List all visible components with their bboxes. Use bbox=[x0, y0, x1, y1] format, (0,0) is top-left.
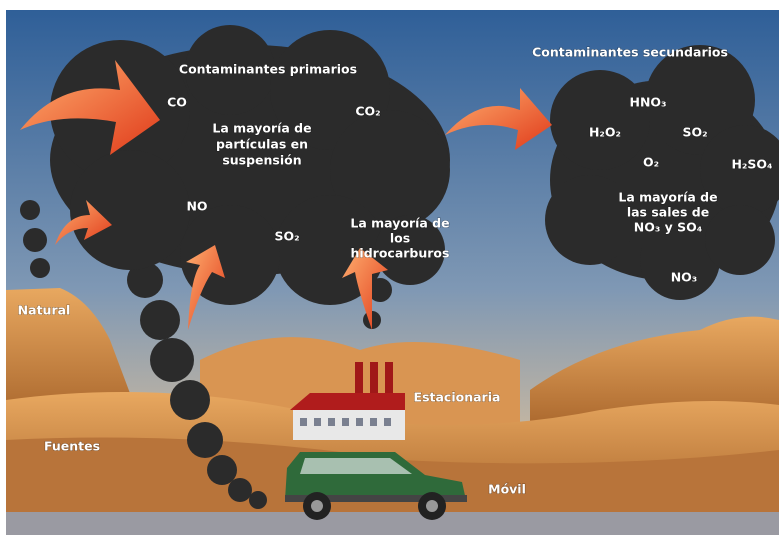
pollutant: H₂O₂ bbox=[589, 125, 621, 140]
note: suspensión bbox=[222, 153, 301, 168]
note: partículas en bbox=[216, 137, 308, 152]
pollutant: CO₂ bbox=[355, 104, 380, 119]
note: NO₃ y SO₄ bbox=[634, 220, 703, 235]
pollutant: NO bbox=[186, 199, 207, 214]
pollutant: H₂SO₄ bbox=[731, 157, 772, 172]
pollutant: HNO₃ bbox=[629, 95, 666, 110]
pollutant: SO₂ bbox=[274, 229, 299, 244]
road bbox=[6, 512, 779, 535]
primary-title: Contaminantes primarios bbox=[179, 62, 357, 77]
note: La mayoría de bbox=[618, 190, 717, 205]
illustration: Contaminantes primarios CO CO₂ NO SO₂ La… bbox=[0, 0, 779, 535]
note: los bbox=[390, 231, 410, 246]
pollutant: NO₃ bbox=[671, 270, 698, 285]
pollutant: SO₂ bbox=[682, 125, 707, 140]
source: Móvil bbox=[488, 482, 526, 497]
secondary-title: Contaminantes secundarios bbox=[532, 45, 728, 60]
secondary-cloud bbox=[545, 45, 779, 300]
source: Natural bbox=[18, 303, 71, 318]
note: hidrocarburos bbox=[351, 246, 450, 261]
note: La mayoría de bbox=[350, 216, 449, 231]
pollutant: CO bbox=[167, 95, 187, 110]
source: Estacionaria bbox=[414, 390, 501, 405]
note: las sales de bbox=[627, 205, 709, 220]
sources-title: Fuentes bbox=[44, 439, 100, 454]
note: La mayoría de bbox=[212, 121, 311, 136]
pollutant: O₂ bbox=[643, 155, 659, 170]
